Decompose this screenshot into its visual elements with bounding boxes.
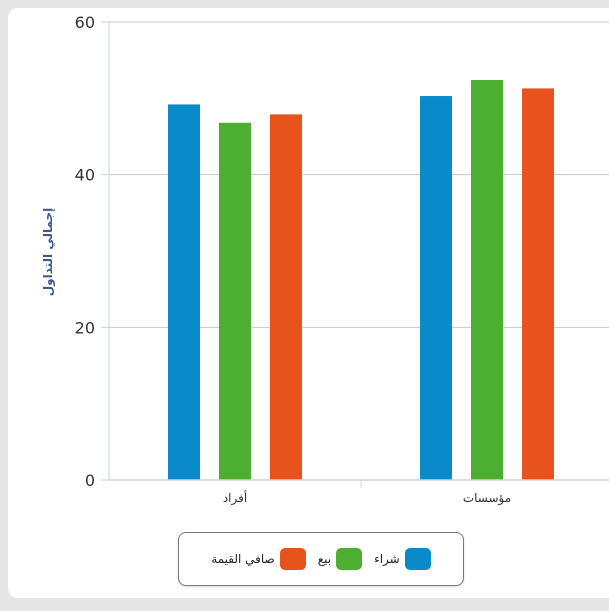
x-tick-label-1: أفراد [223, 490, 247, 506]
chart-panel [8, 8, 609, 598]
bars [168, 80, 554, 480]
y-tick-label-20: 20 [75, 318, 95, 337]
bar-3-category-2 [522, 88, 554, 480]
y-tick-label-40: 40 [75, 166, 95, 185]
legend: شراء بيع صافي القيمة [178, 532, 464, 586]
legend-label-2: بيع [317, 552, 332, 566]
legend-swatch-2 [336, 548, 363, 570]
y-tick-label-0: 0 [85, 471, 95, 490]
y-tick-label-60: 60 [75, 13, 95, 32]
x-tick-label-2: مؤسسات [463, 491, 511, 506]
legend-swatch-3 [279, 548, 306, 570]
y-axis-label: إجمالي التداول [41, 208, 56, 297]
bar-3-category-1 [270, 114, 302, 480]
bar-2-category-1 [219, 122, 251, 480]
bar-2-category-2 [471, 80, 503, 480]
legend-item-2[interactable]: بيع [317, 548, 363, 570]
legend-item-1[interactable]: شراء [374, 548, 431, 570]
legend-swatch-1 [404, 548, 431, 570]
bar-1-category-2 [420, 96, 452, 480]
legend-item-3[interactable]: صافي القيمة [211, 548, 306, 570]
legend-label-1: شراء [374, 552, 400, 566]
bar-1-category-1 [168, 104, 200, 480]
axes: 0 20 40 60 أفراد مؤسسات [75, 13, 609, 506]
legend-label-3: صافي القيمة [211, 552, 275, 566]
